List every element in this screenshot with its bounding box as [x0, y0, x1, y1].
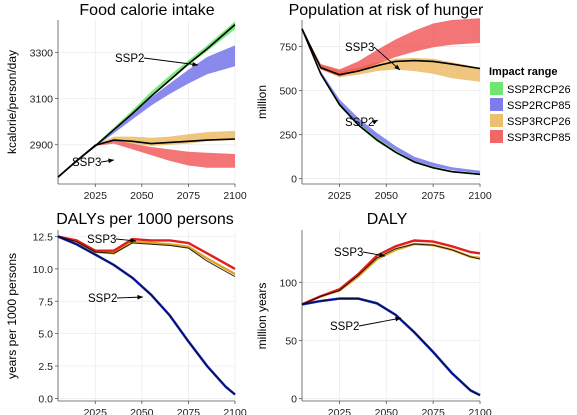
legend: Impact range SSP2RCP26 SSP2RCP85 SSP3RCP26 S… — [489, 66, 571, 144]
legend-item-label: SSP2RCP26 — [507, 84, 571, 96]
legend-title: Impact range — [489, 66, 557, 78]
legend-item-label: SSP3RCP85 — [507, 132, 571, 144]
x-tick-label: 2075 — [177, 190, 201, 202]
panel-2: 2025 2050 2075 2100 0 250 500 750 — [279, 18, 492, 202]
x-tick-label: 2050 — [375, 190, 399, 202]
reference-line-ssp2 — [57, 236, 236, 395]
legend-swatch — [490, 82, 503, 95]
reference-line-ssp2 — [301, 28, 481, 176]
y-tick-label: 12.5 — [33, 231, 54, 243]
x-tick-label: 2025 — [84, 190, 108, 202]
y-tick-label: 50 — [285, 336, 297, 348]
x-tick-label: 2100 — [223, 190, 247, 202]
reference-line-ssp2 — [301, 298, 481, 396]
y-tick-label: 750 — [279, 41, 297, 53]
y-tick-label: 3100 — [30, 94, 54, 106]
annotation-arrowhead — [372, 120, 378, 125]
band-ssp2rcp85 — [58, 45, 235, 178]
y-axis-label: million years — [255, 283, 269, 350]
annotation-arrow — [373, 46, 401, 71]
x-tick-label: 2100 — [468, 407, 492, 415]
y-tick-label: 10.0 — [33, 264, 54, 276]
annotation-ssp3: SSP3 — [334, 247, 363, 259]
band-ssp3rcp85 — [302, 18, 480, 77]
x-tick-label: 2025 — [328, 407, 352, 415]
annotation-arrowhead — [395, 316, 401, 322]
x-tick-label: 2050 — [130, 407, 154, 415]
x-tick-label: 2050 — [375, 407, 399, 415]
y-tick-label: 0.0 — [38, 393, 53, 405]
band-ssp3rcp26 — [302, 28, 480, 82]
panel-title: Population at risk of hunger — [289, 2, 484, 19]
y-tick-label: 100 — [279, 277, 297, 289]
band-ssp2rcp85 — [302, 28, 480, 174]
annotation-ssp2: SSP2 — [330, 321, 359, 333]
annotation-arrowhead — [108, 158, 114, 164]
annotation-ssp2: SSP2 — [115, 53, 144, 65]
panel-title: DALYs per 1000 persons — [56, 211, 234, 228]
x-tick-label: 2075 — [421, 190, 445, 202]
y-tick-label: 250 — [279, 130, 297, 142]
y-tick-label: 500 — [279, 86, 297, 98]
y-tick-label: 7.5 — [38, 296, 53, 308]
reference-line-ssp3 — [57, 236, 236, 278]
y-tick-label: 2.5 — [38, 361, 53, 373]
annotation-arrow — [358, 317, 402, 327]
annotation-ssp3: SSP3 — [87, 234, 116, 246]
band-ssp3rcp85 — [58, 140, 235, 178]
x-tick-label: 2025 — [328, 190, 352, 202]
legend-item-label: SSP2RCP85 — [507, 100, 571, 112]
annotation-arrowhead — [137, 294, 143, 300]
y-axis-label: years per 1000 persons — [5, 253, 19, 379]
band-ssp3rcp26 — [58, 130, 235, 178]
annotation-arrowhead — [192, 61, 198, 67]
x-tick-label: 2025 — [84, 407, 108, 415]
y-tick-label: 5.0 — [38, 329, 53, 341]
y-tick-label: 2900 — [30, 140, 54, 152]
annotation-ssp3: SSP3 — [345, 42, 374, 54]
y-axis-label: million — [255, 85, 269, 119]
x-tick-label: 2075 — [421, 407, 445, 415]
legend-item-label: SSP3RCP26 — [507, 116, 571, 128]
x-tick-label: 2050 — [130, 190, 154, 202]
legend-swatch — [490, 114, 503, 127]
annotation-ssp2: SSP2 — [88, 293, 117, 305]
band-ssp2rcp26 — [58, 21, 235, 178]
line-ssp3rcp85 — [57, 235, 236, 270]
x-tick-label: 2075 — [177, 407, 201, 415]
y-tick-label: 0 — [291, 394, 297, 406]
plot-area — [58, 230, 235, 401]
y-tick-label: 0 — [291, 174, 297, 186]
annotation-ssp3: SSP3 — [72, 157, 101, 169]
panel-4: 2025 2050 2075 2100 0 50 100 — [279, 230, 492, 415]
annotation-arrowhead — [379, 252, 385, 258]
panel-title: Food calorie intake — [79, 2, 214, 19]
annotation-arrowhead — [130, 238, 136, 243]
panel-title: DALY — [367, 211, 408, 228]
reference-line-ssp3 — [57, 138, 236, 178]
x-tick-label: 2100 — [223, 407, 247, 415]
annotation-arrow — [143, 57, 199, 66]
legend-swatch — [490, 98, 503, 111]
panel-1: 2025 2050 2075 2100 2900 3100 3300 — [30, 20, 247, 202]
panel-3: 2025 2050 2075 2100 0.0 2.5 5.0 7.5 10.0 12.5 — [33, 230, 247, 415]
y-axis-label: kcalorie/person/day — [5, 50, 19, 154]
reference-line-ssp3 — [301, 28, 481, 76]
legend-swatch — [490, 130, 503, 143]
annotation-arrowhead — [394, 64, 400, 70]
line-ssp3rcp85 — [301, 239, 481, 306]
x-tick-label: 2100 — [468, 190, 492, 202]
y-tick-label: 3300 — [30, 47, 54, 59]
reference-line-ssp3 — [301, 243, 481, 305]
annotation-ssp2: SSP2 — [345, 117, 374, 129]
